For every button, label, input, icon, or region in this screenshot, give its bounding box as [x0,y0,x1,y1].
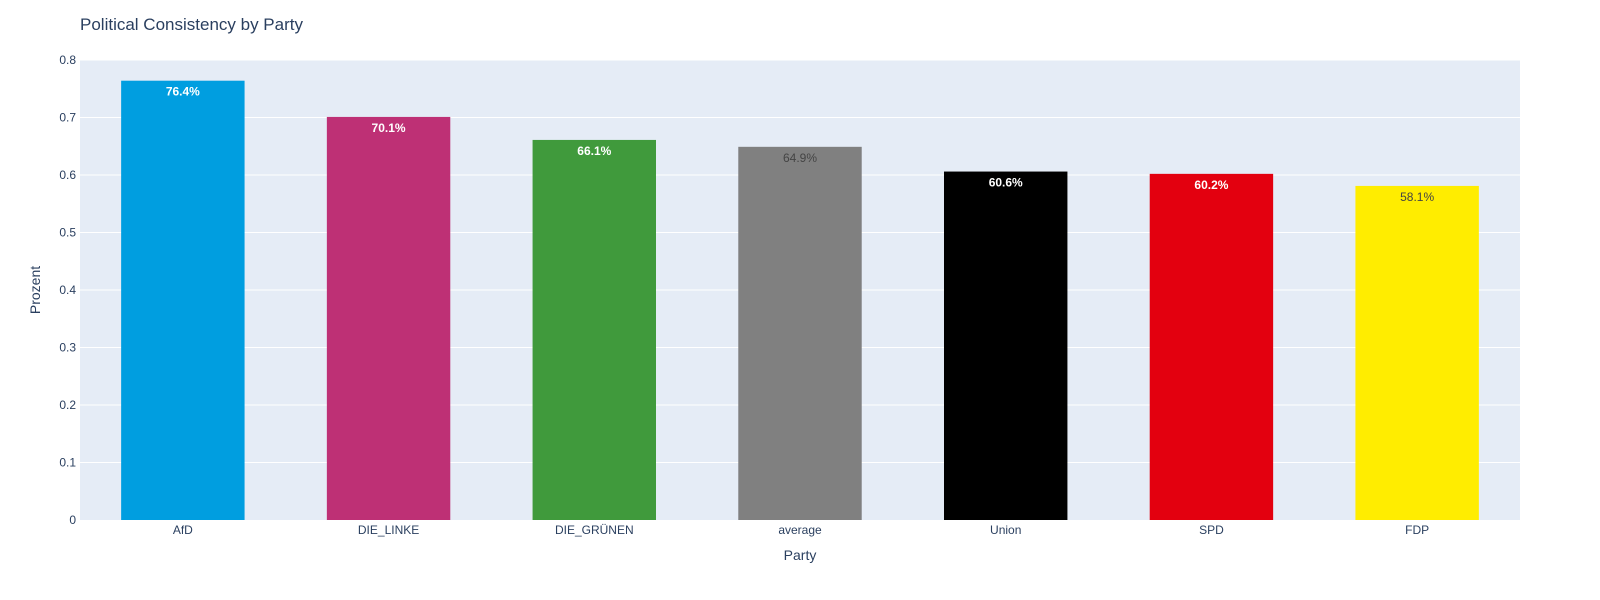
bar-data-label: 70.1% [372,121,406,135]
bar [738,146,862,520]
bar-data-label: 66.1% [577,144,611,158]
x-axis-ticks: AfD DIE_LINKE DIE_GRÜNEN average Union SPD FDP [173,523,1429,537]
x-tick-label: DIE_LINKE [358,523,419,537]
y-tick-label: 0 [69,513,76,527]
bar-data-label: 58.1% [1400,190,1434,204]
y-tick-label: 0.1 [59,456,76,470]
bar-data-label: 60.2% [1194,178,1228,192]
bar [1355,185,1479,521]
bar [326,116,451,521]
chart-title: Political Consistency by Party [80,15,303,34]
bar [532,139,656,521]
x-tick-label: DIE_GRÜNEN [555,523,634,537]
bars [121,80,1479,521]
x-axis-title: Party [784,547,817,563]
y-tick-label: 0.6 [59,168,76,182]
y-tick-label: 0.3 [59,341,76,355]
y-tick-label: 0.4 [59,283,76,297]
x-tick-label: SPD [1199,523,1224,537]
x-tick-label: AfD [173,523,193,537]
x-tick-label: FDP [1405,523,1429,537]
bar-data-label: 60.6% [989,176,1023,190]
bar-data-label: 76.4% [166,85,200,99]
y-axis-ticks: 0 0.1 0.2 0.3 0.4 0.5 0.6 0.7 0.8 [59,53,76,527]
bar [1149,173,1274,520]
y-tick-label: 0.5 [59,226,76,240]
data-labels: 76.4% 70.1% 66.1% 64.9% 60.6% 60.2% 58.1% [166,85,1435,204]
y-axis-title: Prozent [27,266,43,314]
x-tick-label: Union [990,523,1021,537]
x-tick-label: average [778,523,822,537]
bar [944,171,1068,521]
y-tick-label: 0.7 [59,111,76,125]
y-tick-label: 0.8 [59,53,76,67]
y-tick-label: 0.2 [59,398,76,412]
bar [121,80,245,520]
bar-data-label: 64.9% [783,151,817,165]
